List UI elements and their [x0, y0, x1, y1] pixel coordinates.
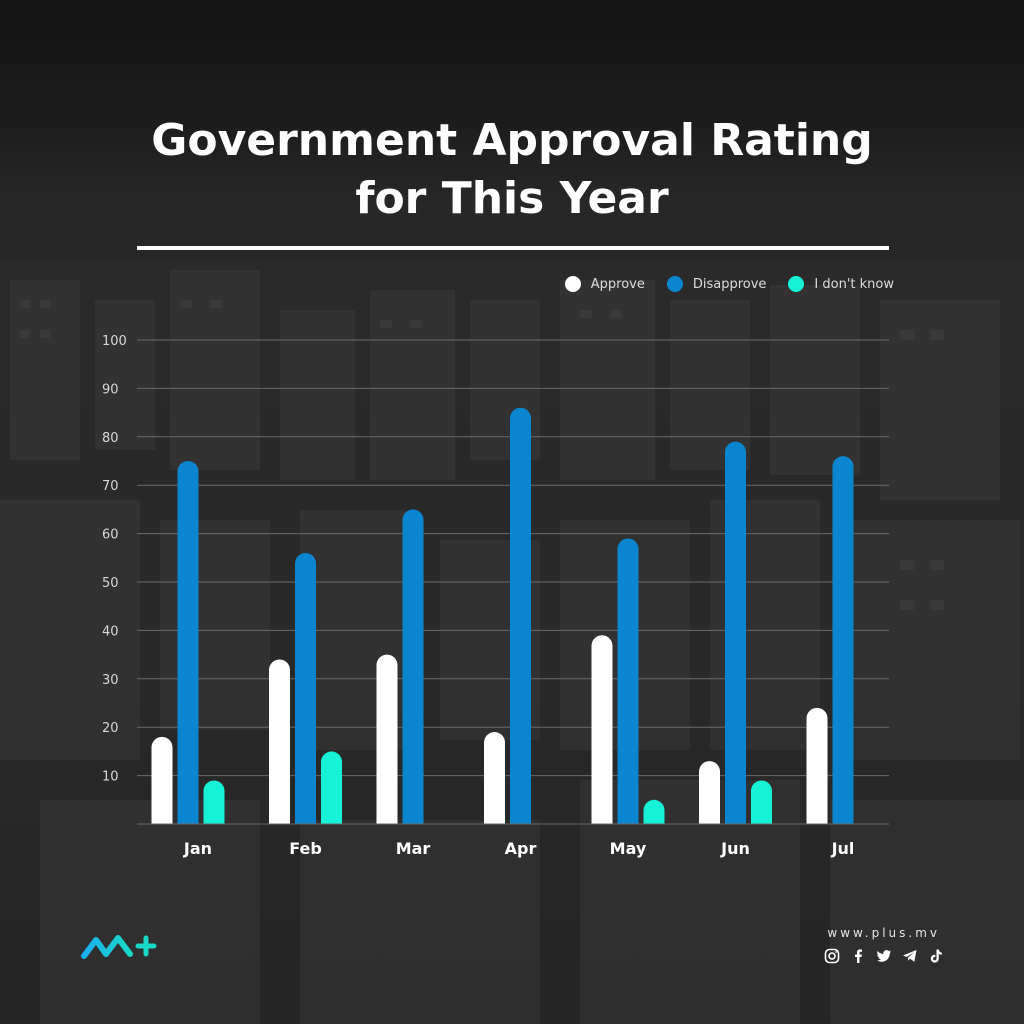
chart-title-line-1: Government Approval Rating	[151, 115, 873, 166]
bar-disapprove-apr	[510, 407, 531, 824]
bar-approve-feb	[269, 659, 290, 824]
x-axis-ticks: Jan Feb Mar Apr May Jun Jul	[183, 839, 854, 858]
tiktok-icon[interactable]	[928, 948, 944, 964]
x-tick-label-may: May	[610, 839, 647, 858]
bar-disapprove-jan	[177, 461, 199, 824]
bar-disapprove-mar	[402, 509, 424, 824]
title-divider	[137, 246, 889, 250]
y-tick-label: 40	[102, 624, 119, 639]
legend-item-disapprove: Disapprove	[666, 276, 767, 292]
chart-title-line-2: for This Year	[355, 173, 669, 224]
facebook-icon[interactable]	[850, 948, 866, 964]
x-tick-label-apr: Apr	[505, 839, 537, 858]
social-icons	[824, 948, 944, 964]
bar-approve-jul	[806, 707, 828, 824]
telegram-icon[interactable]	[902, 948, 918, 964]
legend-item-dont-know: I don't know	[788, 276, 894, 292]
x-tick-label-mar: Mar	[396, 839, 431, 858]
bar-disapprove-may	[617, 538, 639, 824]
twitter-icon[interactable]	[876, 948, 892, 964]
bar-approve-apr	[484, 732, 505, 824]
brand-logo	[81, 935, 157, 959]
y-tick-label: 90	[102, 382, 119, 397]
bar-approve-mar	[376, 654, 398, 824]
instagram-icon[interactable]	[824, 948, 840, 964]
chart-title: Government Approval Rating for This Year	[0, 112, 1024, 228]
bar-disapprove-feb	[295, 552, 316, 824]
legend-item-approve: Approve	[564, 276, 645, 292]
legend-label-disapprove: Disapprove	[692, 276, 767, 292]
x-tick-label-jun: Jun	[720, 839, 750, 858]
x-tick-label-jan: Jan	[183, 839, 212, 858]
legend-label-approve: Approve	[590, 276, 645, 292]
y-tick-label: 30	[102, 673, 119, 688]
y-tick-label: 80	[102, 431, 119, 446]
y-tick-label: 60	[102, 528, 119, 543]
bars	[151, 407, 854, 824]
y-tick-label: 70	[102, 479, 119, 494]
website-url: www.plus.mv	[827, 926, 940, 940]
legend: Approve Disapprove I don't know	[564, 276, 894, 292]
legend-swatch-disapprove	[666, 276, 683, 292]
bar-approve-jan	[151, 736, 173, 824]
legend-label-dont-know: I don't know	[814, 276, 894, 292]
bar-approve-jun	[699, 761, 720, 824]
y-tick-label: 20	[102, 721, 119, 736]
bar-dont-know-may	[643, 799, 665, 824]
y-tick-label: 10	[102, 770, 119, 785]
bar-dont-know-jun	[751, 780, 772, 824]
bar-dont-know-jan	[203, 780, 225, 824]
x-tick-label-jul: Jul	[831, 839, 855, 858]
bar-disapprove-jun	[725, 441, 746, 824]
bar-disapprove-jul	[832, 456, 854, 824]
x-tick-label-feb: Feb	[289, 839, 322, 858]
bar-approve-may	[591, 635, 613, 824]
y-axis-ticks: 10 20 30 40 50 60 70 80 90 100	[102, 334, 127, 785]
y-tick-label: 100	[102, 334, 127, 349]
y-tick-label: 50	[102, 576, 119, 591]
bar-dont-know-feb	[321, 751, 342, 824]
legend-swatch-approve	[564, 276, 581, 292]
legend-swatch-dont-know	[788, 276, 805, 292]
